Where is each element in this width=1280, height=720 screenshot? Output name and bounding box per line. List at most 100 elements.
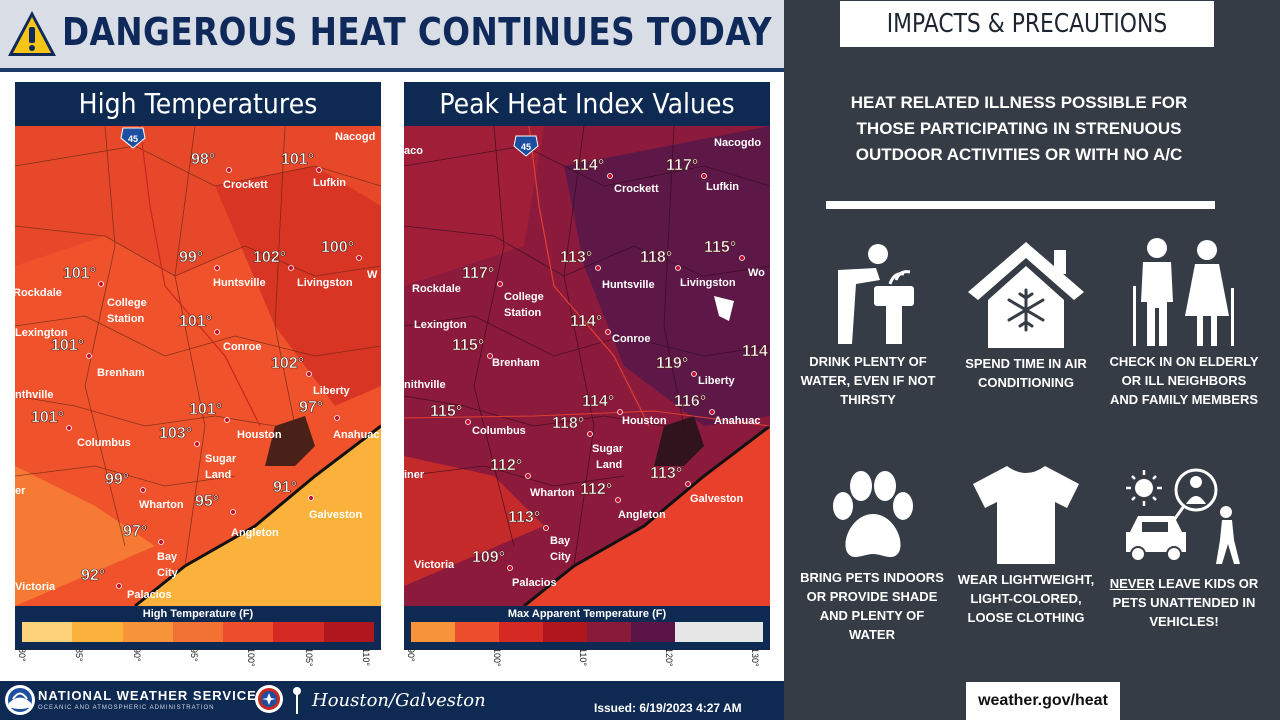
forecast-value: 101° [51, 337, 84, 354]
legend-swatch [273, 622, 324, 642]
city-marker [587, 431, 593, 437]
legend-swatch [455, 622, 499, 642]
forecast-value: 113° [508, 509, 540, 526]
city-label: Lexington [414, 319, 467, 331]
legend-swatch [223, 622, 274, 642]
city-marker [86, 353, 92, 359]
legend-swatch [22, 622, 73, 642]
city-label: City [157, 567, 179, 579]
nws-logo-icon [255, 685, 283, 713]
city-marker [685, 481, 691, 487]
legend-tick-label: 110° [361, 648, 371, 666]
legend-color-bar [411, 622, 763, 642]
tip-clothing: WEAR LIGHTWEIGHT, LIGHT-COLORED, LOOSE C… [951, 464, 1101, 627]
impact-statement: HEAT RELATED ILLNESS POSSIBLE FOR THOSE … [850, 93, 1188, 164]
impacts-title: IMPACTS & PRECAUTIONS [840, 1, 1214, 47]
legend-title: Max Apparent Temperature (F) [507, 608, 667, 620]
heat-index-map: Peak Heat Index Values [404, 82, 770, 650]
legend-tick-label: 130° [750, 648, 760, 667]
city-label: aco [404, 145, 423, 157]
city-label: iner [404, 469, 425, 481]
city-marker [607, 173, 613, 179]
forecast-value: 97° [123, 523, 147, 540]
interstate-shield-label: 45 [521, 142, 531, 152]
city-label: Bay [550, 535, 571, 547]
warning-triangle-icon [8, 11, 56, 56]
city-marker [230, 509, 236, 515]
city-marker [214, 265, 220, 271]
city-label: Columbus [472, 425, 526, 437]
tip-label: BRING PETS INDOORS OR PROVIDE SHADE AND … [800, 570, 944, 642]
legend-tick-label: 100° [492, 648, 502, 667]
legend-tick-label: 120° [664, 648, 674, 667]
forecast-value: 109° [472, 549, 505, 566]
tip-check-elderly: CHECK IN ON ELDERLY OR ILL NEIGHBORS AND… [1109, 236, 1259, 409]
interstate-shield-icon: 45 [120, 127, 146, 149]
city-label: Anahuac [333, 429, 379, 441]
legend-swatch [675, 622, 719, 642]
city-label: Land [596, 459, 622, 471]
forecast-value: 100° [321, 239, 354, 256]
legend-swatch [719, 622, 763, 642]
city-label: Station [504, 307, 542, 319]
heat-graphic-left-panel: DANGEROUS HEAT CONTINUES TODAY High Temp… [0, 0, 784, 720]
city-label: Nacogdo [714, 137, 761, 149]
city-label: Crockett [223, 179, 268, 191]
website-link[interactable]: weather.gov/heat [966, 682, 1120, 720]
city-marker [288, 265, 294, 271]
legend-tick-label: 95° [189, 648, 199, 662]
interstate-shield-icon: 45 [513, 135, 539, 157]
tip-label: SPEND TIME IN AIR CONDITIONING [965, 356, 1087, 390]
tip-label-emphasis: NEVER [1109, 576, 1155, 591]
legend-swatch [411, 622, 455, 642]
tshirt-icon [973, 466, 1079, 564]
city-label: Wo [748, 267, 765, 279]
city-label: Palacios [512, 577, 557, 589]
legend-tick-label: 90° [131, 648, 142, 662]
city-marker [543, 525, 549, 531]
city-label: Wharton [139, 499, 184, 511]
forecast-value: 117° [666, 157, 698, 174]
map-legend: High Temperature (F) [15, 606, 381, 650]
city-label: Victoria [414, 559, 455, 571]
legend-swatch [543, 622, 587, 642]
city-label: Columbus [77, 437, 131, 449]
divider [826, 201, 1215, 209]
legend-swatch [172, 622, 224, 642]
nws-footer: NATIONAL WEATHER SERVICE OCEANIC AND ATM… [0, 681, 784, 720]
tip-label: CHECK IN ON ELDERLY OR ILL NEIGHBORS AND… [1109, 354, 1259, 407]
legend-swatch [72, 622, 123, 642]
tip-pets: BRING PETS INDOORS OR PROVIDE SHADE AND … [797, 470, 947, 644]
city-marker [226, 167, 232, 173]
forecast-value: 101° [31, 409, 64, 426]
city-label: College [504, 291, 544, 303]
city-marker [214, 329, 220, 335]
city-label: Lufkin [706, 181, 739, 193]
legend-tick-label: 90° [406, 648, 416, 662]
city-marker [140, 487, 146, 493]
city-label: Station [107, 313, 145, 325]
city-marker [158, 539, 164, 545]
forecast-value: 103° [159, 425, 192, 442]
legend-tick-label: 85° [74, 648, 85, 662]
forecast-value: 114° [582, 393, 614, 410]
forecast-value: 118° [552, 415, 584, 432]
forecast-value: 112° [580, 481, 612, 498]
city-label: Rockdale [412, 283, 461, 295]
legend-swatch [122, 622, 173, 642]
forecast-value: 101° [63, 265, 96, 282]
agency-name: NATIONAL WEATHER SERVICE [38, 688, 257, 703]
legend-swatch [631, 622, 675, 642]
interstate-shield-label: 45 [128, 134, 138, 144]
legend-title: High Temperature (F) [142, 608, 254, 620]
city-marker [308, 495, 314, 501]
tip-drink-water: DRINK PLENTY OF WATER, EVEN IF NOT THIRS… [793, 240, 943, 409]
forecast-value: 114° [572, 157, 604, 174]
city-marker [98, 281, 104, 287]
forecast-value: 119° [656, 355, 688, 372]
city-label: Livingston [297, 277, 353, 289]
city-marker [356, 255, 362, 261]
tip-label: NEVER LEAVE KIDS OR PETS UNATTENDED IN V… [1109, 574, 1259, 631]
city-marker [224, 417, 230, 423]
legend-swatch [587, 622, 631, 642]
